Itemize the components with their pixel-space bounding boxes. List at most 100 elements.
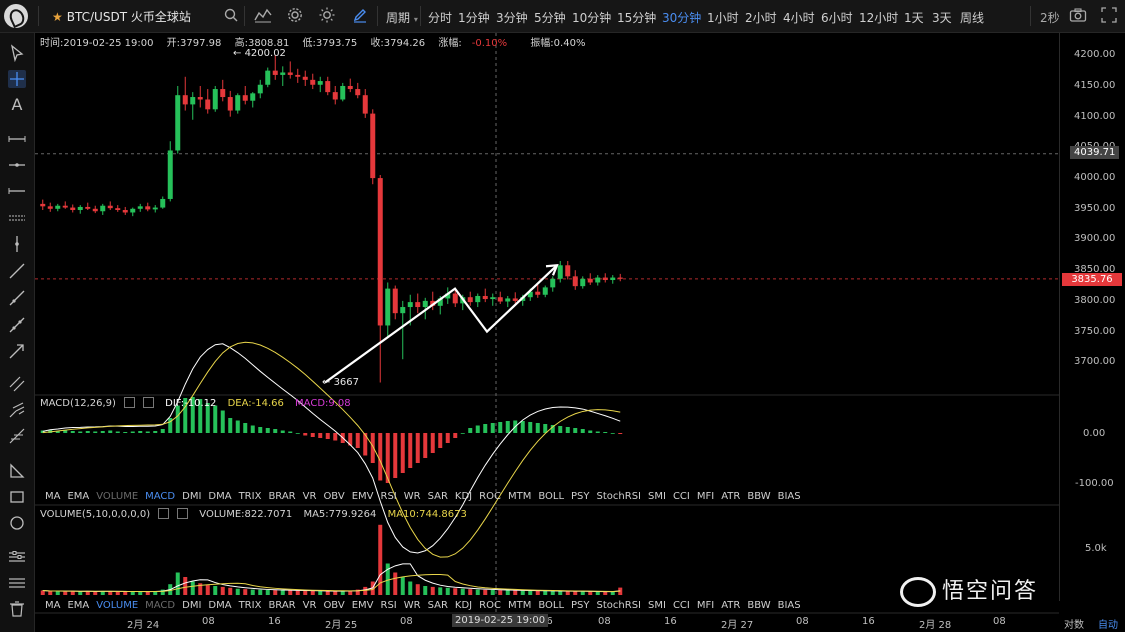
period-3[interactable]: 3分钟 [496, 11, 528, 25]
volume-panel-tab-trix[interactable]: TRIX [238, 600, 262, 611]
horizontal-segment-icon[interactable] [8, 182, 26, 200]
period-13[interactable]: 1天 [904, 11, 924, 25]
volume-panel-tab-bias[interactable]: BIAS [777, 600, 801, 611]
parallel-channel-icon[interactable] [8, 375, 26, 393]
macd-panel-tab-ma[interactable]: MA [45, 491, 61, 502]
volume-panel-tab-stochrsi[interactable]: StochRSI [596, 600, 641, 611]
period-9[interactable]: 2小时 [745, 11, 777, 25]
volume-panel-tab-vr[interactable]: VR [302, 600, 317, 611]
macd-panel-tab-mfi[interactable]: MFI [696, 491, 715, 502]
macd-panel-tab-dma[interactable]: DMA [208, 491, 232, 502]
volume-panel-tab-ma[interactable]: MA [45, 600, 61, 611]
favorite-star-icon[interactable]: ★ [52, 10, 63, 24]
volume-panel-tab-wr[interactable]: WR [403, 600, 421, 611]
period-4[interactable]: 5分钟 [534, 11, 566, 25]
macd-panel-tab-ema[interactable]: EMA [67, 491, 90, 502]
macd-panel-tab-obv[interactable]: OBV [323, 491, 345, 502]
volume-panel-tab-kdj[interactable]: KDJ [454, 600, 473, 611]
horizontal-ray-icon[interactable] [8, 156, 26, 174]
triangle-shape-icon[interactable] [8, 462, 26, 480]
macd-panel-tab-bbw[interactable]: BBW [747, 491, 771, 502]
macd-panel-tab-brar[interactable]: BRAR [268, 491, 296, 502]
trash-icon[interactable] [8, 600, 26, 618]
text-tool-icon[interactable]: A [11, 95, 23, 114]
auto-scale-toggle[interactable]: 自动 [1098, 620, 1118, 631]
volume-panel-tab-sar[interactable]: SAR [427, 600, 448, 611]
volume-panel-tab-bbw[interactable]: BBW [747, 600, 771, 611]
macd-panel-tab-cci[interactable]: CCI [672, 491, 690, 502]
macd-panel-tab-bias[interactable]: BIAS [777, 491, 801, 502]
settings-gear-icon[interactable] [287, 7, 305, 25]
period-dropdown[interactable]: 周期 ▾ [386, 9, 418, 26]
macd-panel-tab-vr[interactable]: VR [302, 491, 317, 502]
volume-panel-tab-boll[interactable]: BOLL [538, 600, 565, 611]
arrow-line-icon[interactable] [8, 342, 26, 360]
volume-settings-icon[interactable] [158, 508, 170, 519]
volume-panel-tab-psy[interactable]: PSY [571, 600, 590, 611]
fullscreen-icon[interactable] [1101, 7, 1119, 25]
period-15[interactable]: 周线 [960, 11, 985, 25]
period-14[interactable]: 3天 [932, 11, 952, 25]
fibonacci-icon[interactable] [8, 427, 26, 445]
volume-panel-tab-rsi[interactable]: RSI [380, 600, 397, 611]
refresh-interval[interactable]: 2秒 [1040, 11, 1060, 25]
macd-panel-tab-psy[interactable]: PSY [571, 491, 590, 502]
log-scale-toggle[interactable]: 对数 [1064, 620, 1084, 631]
macd-panel-tab-stochrsi[interactable]: StochRSI [596, 491, 641, 502]
macd-panel-tab-trix[interactable]: TRIX [238, 491, 262, 502]
trend-line-icon[interactable] [8, 262, 26, 280]
symbol-selector[interactable]: ★ BTC/USDT 火币全球站 [52, 8, 191, 25]
period-12[interactable]: 12小时 [859, 11, 899, 25]
price-axis[interactable] [1059, 33, 1125, 601]
volume-panel-tab-volume[interactable]: VOLUME [96, 600, 139, 611]
period-10[interactable]: 4小时 [783, 11, 815, 25]
settings-sliders-icon[interactable] [8, 548, 26, 566]
macd-panel-tab-wr[interactable]: WR [403, 491, 421, 502]
crosshair-icon[interactable] [8, 70, 26, 88]
camera-screenshot-icon[interactable] [1069, 7, 1087, 25]
kline-chart[interactable] [35, 33, 1059, 632]
period-2[interactable]: 1分钟 [458, 11, 490, 25]
macd-settings-icon[interactable] [123, 397, 135, 408]
rectangle-shape-icon[interactable] [8, 488, 26, 506]
volume-panel-tab-mtm[interactable]: MTM [507, 600, 532, 611]
period-5[interactable]: 10分钟 [572, 11, 612, 25]
layers-icon[interactable] [8, 574, 26, 592]
volume-close-icon[interactable] [177, 508, 189, 519]
macd-panel-tab-mtm[interactable]: MTM [507, 491, 532, 502]
macd-panel-tab-atr[interactable]: ATR [721, 491, 741, 502]
volume-panel-tab-cci[interactable]: CCI [672, 600, 690, 611]
period-8[interactable]: 1小时 [707, 11, 739, 25]
volume-panel-tab-emv[interactable]: EMV [351, 600, 374, 611]
draw-pencil-icon[interactable] [352, 7, 370, 25]
volume-panel-tab-atr[interactable]: ATR [721, 600, 741, 611]
macd-panel-tab-sar[interactable]: SAR [427, 491, 448, 502]
pitchfork-icon[interactable] [8, 401, 26, 419]
macd-panel-tab-roc[interactable]: ROC [479, 491, 501, 502]
theme-sun-icon[interactable] [319, 7, 337, 25]
period-7[interactable]: 30分钟 [662, 11, 702, 25]
macd-panel-tab-dmi[interactable]: DMI [182, 491, 202, 502]
volume-panel-tab-mfi[interactable]: MFI [696, 600, 715, 611]
macd-panel-tab-rsi[interactable]: RSI [380, 491, 397, 502]
volume-panel-tab-smi[interactable]: SMI [648, 600, 666, 611]
volume-panel-tab-ema[interactable]: EMA [67, 600, 90, 611]
vertical-line-icon[interactable] [8, 235, 26, 253]
volume-panel-tab-roc[interactable]: ROC [479, 600, 501, 611]
macd-panel-tab-boll[interactable]: BOLL [538, 491, 565, 502]
search-icon[interactable] [223, 7, 241, 25]
volume-panel-tab-brar[interactable]: BRAR [268, 600, 296, 611]
volume-panel-tab-dmi[interactable]: DMI [182, 600, 202, 611]
period-11[interactable]: 6小时 [821, 11, 853, 25]
price-channel-icon[interactable] [8, 208, 26, 226]
macd-panel-tab-macd[interactable]: MACD [145, 491, 176, 502]
macd-panel-tab-volume[interactable]: VOLUME [96, 491, 139, 502]
macd-panel-tab-smi[interactable]: SMI [648, 491, 666, 502]
volume-panel-tab-dma[interactable]: DMA [208, 600, 232, 611]
macd-close-icon[interactable] [142, 397, 154, 408]
ray-line-icon[interactable] [8, 289, 26, 307]
volume-panel-tab-macd[interactable]: MACD [145, 600, 176, 611]
horizontal-line-icon[interactable] [8, 130, 26, 148]
cursor-arrow-icon[interactable] [8, 44, 26, 62]
circle-shape-icon[interactable] [8, 514, 26, 532]
